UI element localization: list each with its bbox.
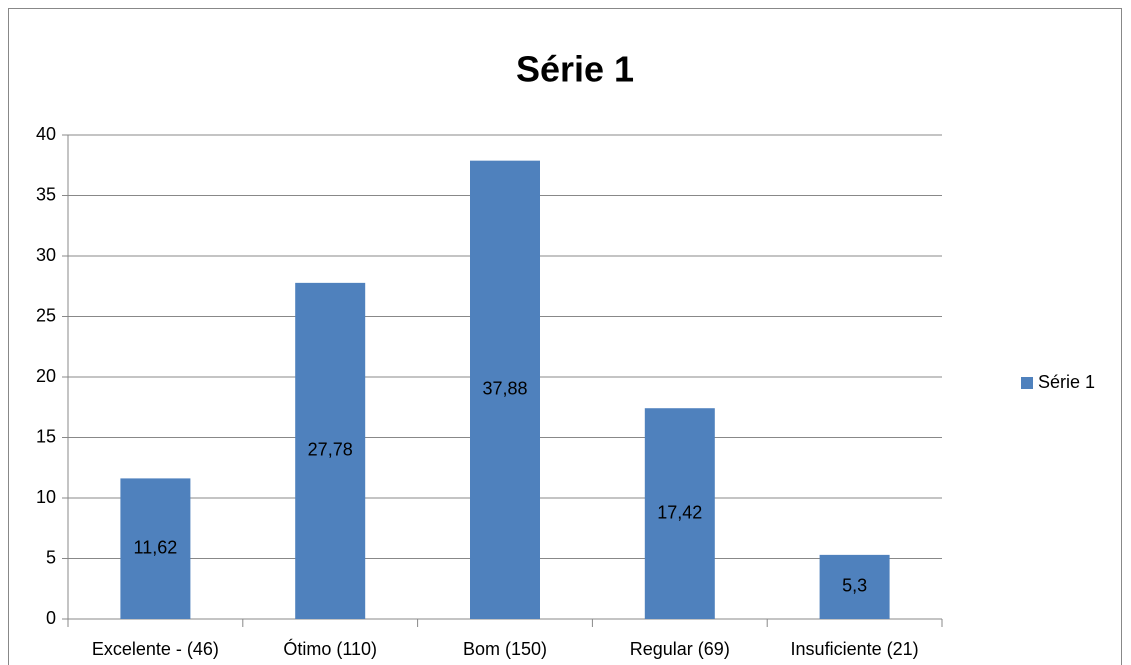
x-tick-label: Regular (69) bbox=[630, 639, 730, 659]
chart-title: Série 1 bbox=[516, 49, 634, 90]
y-tick-label: 30 bbox=[36, 245, 56, 265]
x-tick-label: Insuficiente (21) bbox=[791, 639, 919, 659]
bar bbox=[819, 554, 890, 619]
y-tick-label: 10 bbox=[36, 487, 56, 507]
x-tick-label: Bom (150) bbox=[463, 639, 547, 659]
y-tick-label: 40 bbox=[36, 124, 56, 144]
data-label: 17,42 bbox=[657, 502, 702, 522]
y-tick-label: 20 bbox=[36, 366, 56, 386]
bar bbox=[120, 478, 191, 619]
bar bbox=[295, 282, 366, 619]
x-tick-label: Excelente - (46) bbox=[92, 639, 219, 659]
data-label: 5,3 bbox=[842, 576, 867, 596]
legend-swatch bbox=[1021, 377, 1033, 389]
bar bbox=[470, 160, 540, 620]
x-tick-label: Ótimo (110) bbox=[283, 638, 377, 659]
data-label: 27,78 bbox=[308, 440, 353, 460]
legend-label: Série 1 bbox=[1038, 372, 1095, 392]
y-tick-label: 25 bbox=[36, 305, 56, 325]
y-tick-label: 35 bbox=[36, 184, 56, 204]
chart-frame bbox=[8, 8, 1122, 665]
data-label: 11,62 bbox=[134, 537, 178, 557]
y-tick-label: 0 bbox=[46, 608, 56, 628]
y-tick-label: 5 bbox=[46, 547, 56, 567]
data-label: 37,88 bbox=[482, 379, 527, 399]
bar bbox=[644, 408, 715, 619]
y-tick-label: 15 bbox=[36, 426, 56, 446]
